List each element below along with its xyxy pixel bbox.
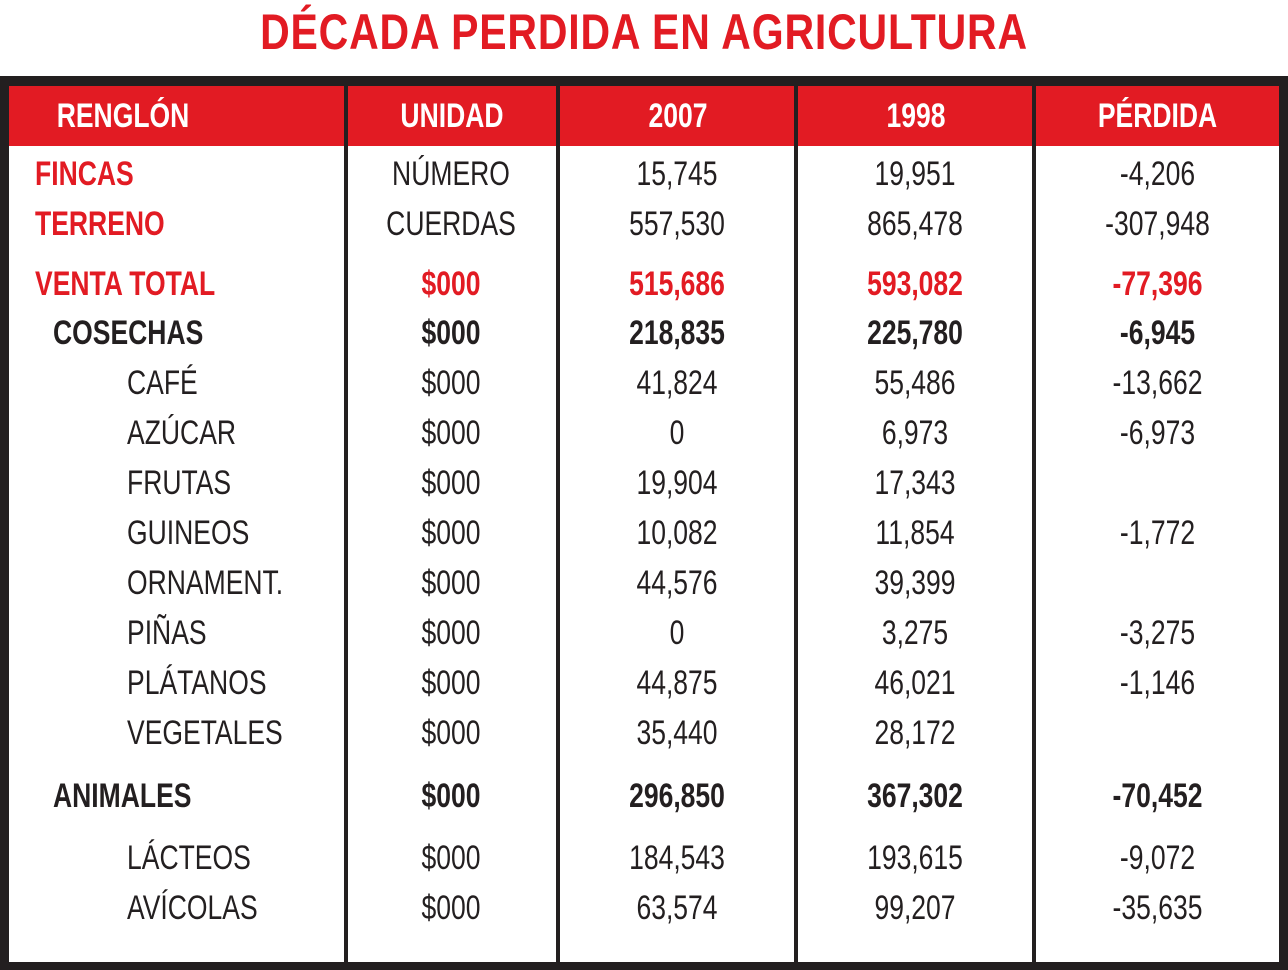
cell-1998: 593,082 <box>867 265 963 303</box>
cell-perdida: -77,396 <box>1112 265 1203 303</box>
header-unidad: UNIDAD <box>400 97 504 135</box>
cell-unidad: $000 <box>421 839 481 877</box>
cell-unidad: $000 <box>421 714 481 752</box>
cell-1998: 865,478 <box>867 205 963 243</box>
table-frame: RENGLÓN UNIDAD 2007 1998 PÉRDIDA FINCAS N… <box>0 76 1288 970</box>
cell-perdida <box>1063 561 1253 605</box>
row-label: ORNAMENT. <box>127 564 284 602</box>
cell-1998: 225,780 <box>867 314 963 352</box>
cell-perdida: -307,948 <box>1105 205 1210 243</box>
cell-perdida: -3,275 <box>1119 614 1196 652</box>
cell-unidad: $000 <box>421 664 481 702</box>
cell-perdida: -13,662 <box>1112 364 1203 402</box>
cell-unidad: CUERDAS <box>386 205 516 243</box>
cell-1998: 19,951 <box>874 155 956 193</box>
row-label: CAFÉ <box>127 364 198 402</box>
cell-2007: 557,530 <box>629 205 725 243</box>
row-label: PLÁTANOS <box>127 664 267 702</box>
cell-perdida: -4,206 <box>1119 155 1196 193</box>
column-divider <box>794 86 798 962</box>
cell-unidad: $000 <box>421 514 481 552</box>
cell-perdida: -6,945 <box>1119 314 1196 352</box>
row-label: FINCAS <box>35 155 134 193</box>
row-label: GUINEOS <box>127 514 250 552</box>
cell-unidad: $000 <box>421 564 481 602</box>
cell-2007: 218,835 <box>629 314 725 352</box>
row-label: TERRENO <box>35 205 165 243</box>
cell-1998: 6,973 <box>881 414 949 452</box>
cell-1998: 11,854 <box>875 514 955 552</box>
row-label: FRUTAS <box>127 464 232 502</box>
cell-2007: 63,574 <box>636 889 718 927</box>
row-label: VEGETALES <box>127 714 283 752</box>
cell-perdida: -9,072 <box>1119 839 1196 877</box>
column-divider <box>556 86 560 962</box>
cell-perdida: -1,146 <box>1119 664 1196 702</box>
cell-unidad: $000 <box>421 889 481 927</box>
cell-unidad: $000 <box>421 777 481 815</box>
cell-2007: 44,875 <box>636 664 718 702</box>
header-2007: 2007 <box>648 97 708 135</box>
cell-2007: 515,686 <box>629 265 725 303</box>
row-label: COSECHAS <box>53 314 204 352</box>
cell-1998: 193,615 <box>867 839 963 877</box>
cell-2007: 0 <box>669 414 685 452</box>
cell-unidad: $000 <box>421 614 481 652</box>
cell-1998: 3,275 <box>881 614 949 652</box>
cell-1998: 46,021 <box>874 664 956 702</box>
header-renglon: RENGLÓN <box>56 97 190 135</box>
cell-1998: 39,399 <box>874 564 956 602</box>
header-row: RENGLÓN UNIDAD 2007 1998 PÉRDIDA <box>9 86 1279 146</box>
header-1998: 1998 <box>886 97 946 135</box>
row-label: ANIMALES <box>53 777 192 815</box>
cell-unidad: $000 <box>421 314 481 352</box>
cell-1998: 55,486 <box>874 364 956 402</box>
cell-1998: 28,172 <box>874 714 956 752</box>
cell-2007: 44,576 <box>636 564 718 602</box>
column-divider <box>344 86 348 962</box>
chart-title: DÉCADA PERDIDA EN AGRICULTURA <box>260 4 1028 60</box>
cell-2007: 19,904 <box>636 464 718 502</box>
cell-perdida <box>1063 711 1253 755</box>
cell-2007: 296,850 <box>629 777 725 815</box>
cell-perdida <box>1063 461 1253 505</box>
cell-unidad: NÚMERO <box>392 155 510 193</box>
cell-perdida: -1,772 <box>1119 514 1196 552</box>
row-label: AZÚCAR <box>127 414 237 452</box>
cell-perdida: -6,973 <box>1119 414 1196 452</box>
row-label: AVÍCOLAS <box>127 889 258 927</box>
cell-perdida: -70,452 <box>1112 777 1203 815</box>
cell-unidad: $000 <box>421 265 481 303</box>
row-label: LÁCTEOS <box>127 839 251 877</box>
cell-perdida: -35,635 <box>1112 889 1203 927</box>
cell-unidad: $000 <box>421 364 481 402</box>
cell-2007: 0 <box>669 614 685 652</box>
cell-1998: 367,302 <box>867 777 963 815</box>
cell-unidad: $000 <box>421 414 481 452</box>
cell-2007: 41,824 <box>636 364 718 402</box>
row-label: VENTA TOTAL <box>35 265 216 303</box>
header-perdida: PÉRDIDA <box>1097 97 1218 135</box>
row-label: PIÑAS <box>127 614 207 652</box>
cell-1998: 99,207 <box>874 889 956 927</box>
column-divider <box>1032 86 1036 962</box>
cell-2007: 10,082 <box>636 514 718 552</box>
cell-2007: 35,440 <box>636 714 718 752</box>
cell-1998: 17,343 <box>874 464 956 502</box>
cell-2007: 15,745 <box>636 155 718 193</box>
table-body: RENGLÓN UNIDAD 2007 1998 PÉRDIDA FINCAS N… <box>9 86 1279 962</box>
cell-2007: 184,543 <box>629 839 725 877</box>
cell-unidad: $000 <box>421 464 481 502</box>
